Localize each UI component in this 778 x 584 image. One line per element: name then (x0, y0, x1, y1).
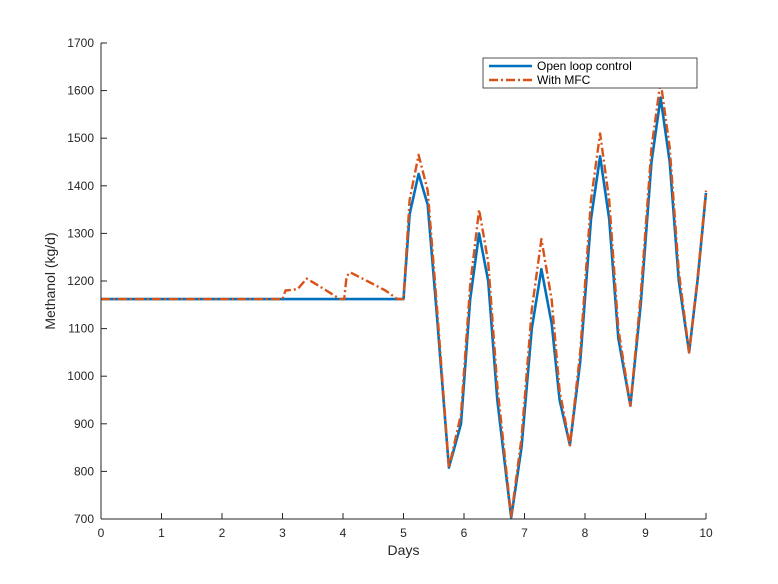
axes-layer: 0 1 2 3 4 5 6 7 8 9 10 700 800 900 1000 1100 1200 1300 140… (67, 36, 713, 540)
x-tick-label: 4 (340, 526, 347, 540)
plot-background (101, 43, 706, 519)
x-tick-label: 6 (461, 526, 468, 540)
x-tick-label: 10 (699, 526, 713, 540)
legend: Open loop control With MFC (482, 57, 698, 89)
y-tick-label: 700 (74, 512, 94, 526)
x-axis-label: Days (388, 542, 420, 558)
y-tick-label: 1600 (67, 84, 94, 98)
y-tick-label: 900 (74, 417, 94, 431)
series-line-0 (101, 96, 708, 519)
y-tick-label: 1300 (67, 226, 94, 240)
x-tick-label: 1 (158, 526, 165, 540)
y-axis-label: Methanol (kg/d) (42, 232, 58, 329)
x-tick-label: 9 (642, 526, 649, 540)
y-tick-label: 1500 (67, 131, 94, 145)
y-tick-label: 800 (74, 464, 94, 478)
x-tick-label: 0 (98, 526, 105, 540)
y-tick-label: 1100 (68, 322, 94, 336)
x-tick-label: 2 (219, 526, 226, 540)
y-tick-label: 1200 (67, 274, 94, 288)
x-tick-label: 3 (279, 526, 286, 540)
x-tick-label: 7 (521, 526, 528, 540)
legend-label-open-loop: Open loop control (537, 59, 632, 73)
legend-label-with-mfc: With MFC (537, 73, 591, 87)
series-layer (101, 79, 708, 519)
plot-area (101, 43, 706, 519)
x-tick-label: 8 (582, 526, 589, 540)
x-tick-label: 5 (400, 526, 407, 540)
y-tick-label: 1400 (67, 179, 94, 193)
series-line-1 (101, 79, 708, 518)
y-tick-label: 1700 (67, 36, 94, 50)
y-tick-label: 1000 (67, 369, 94, 383)
legend-box (482, 57, 698, 89)
